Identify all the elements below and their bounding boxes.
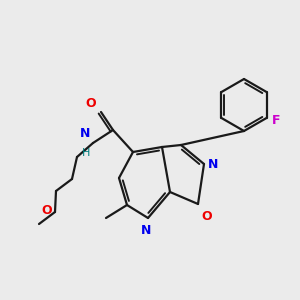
Text: N: N xyxy=(141,224,151,237)
Text: O: O xyxy=(85,97,96,110)
Text: N: N xyxy=(208,158,218,170)
Text: N: N xyxy=(80,127,90,140)
Text: F: F xyxy=(272,113,280,127)
Text: O: O xyxy=(41,205,52,218)
Text: O: O xyxy=(201,210,211,223)
Text: H: H xyxy=(82,148,90,158)
